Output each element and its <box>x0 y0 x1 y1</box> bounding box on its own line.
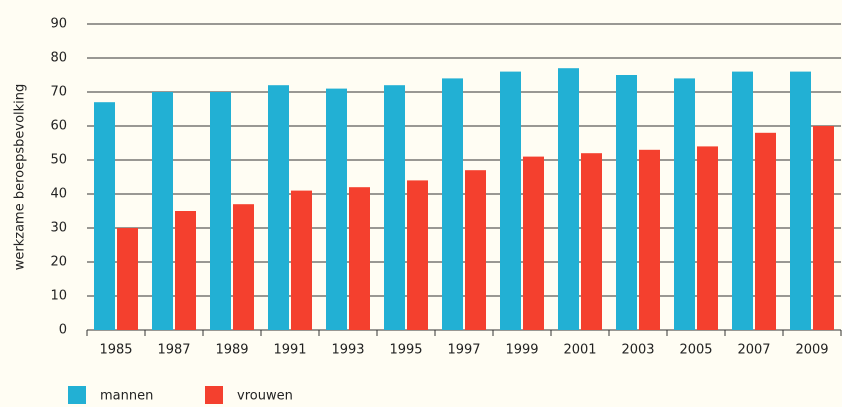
bar <box>268 85 289 330</box>
bar <box>384 85 405 330</box>
y-tick-label: 60 <box>50 119 67 134</box>
bar <box>152 92 173 330</box>
bar <box>732 71 753 330</box>
bar <box>790 71 811 330</box>
bar <box>233 204 254 330</box>
x-tick-label: 1997 <box>447 343 480 358</box>
x-tick-label: 2001 <box>563 343 596 358</box>
bar <box>291 190 312 330</box>
bar <box>326 88 347 330</box>
legend-label: mannen <box>100 389 153 404</box>
bar <box>581 153 602 330</box>
bar <box>349 187 370 330</box>
y-tick-label: 10 <box>50 289 67 304</box>
bar <box>210 92 231 330</box>
y-tick-label: 30 <box>50 221 67 236</box>
legend-label: vrouwen <box>237 389 293 404</box>
x-tick-label: 1987 <box>157 343 190 358</box>
x-tick-label: 1985 <box>99 343 132 358</box>
y-tick-label: 70 <box>50 85 67 100</box>
x-tick-label: 1989 <box>215 343 248 358</box>
legend-swatch <box>68 386 86 404</box>
x-tick-label: 2007 <box>737 343 770 358</box>
bar <box>697 146 718 330</box>
x-tick-label: 2009 <box>795 343 828 358</box>
bar <box>674 78 695 331</box>
y-tick-label: 20 <box>50 255 67 270</box>
bar <box>407 180 428 330</box>
x-tick-label: 1991 <box>273 343 306 358</box>
bar <box>813 126 834 330</box>
bar <box>94 102 115 330</box>
x-tick-label: 1993 <box>331 343 364 358</box>
x-tick-label: 1995 <box>389 343 422 358</box>
bar <box>175 211 196 330</box>
x-tick-label: 2003 <box>621 343 654 358</box>
bar <box>558 68 579 330</box>
y-tick-label: 40 <box>50 187 67 202</box>
bar <box>442 78 463 331</box>
y-tick-label: 80 <box>50 51 67 66</box>
bar <box>639 149 660 330</box>
y-axis-label: werkzame beroepsbevolking <box>13 84 28 271</box>
y-tick-label: 90 <box>50 17 67 32</box>
bar <box>465 170 486 330</box>
y-tick-label: 0 <box>59 323 67 338</box>
bar <box>500 71 521 330</box>
bar <box>523 156 544 330</box>
legend-swatch <box>205 386 223 404</box>
bar <box>616 75 637 330</box>
x-tick-label: 2005 <box>679 343 712 358</box>
bar <box>117 228 138 330</box>
bar <box>755 132 776 330</box>
x-tick-label: 1999 <box>505 343 538 358</box>
y-tick-label: 50 <box>50 153 67 168</box>
